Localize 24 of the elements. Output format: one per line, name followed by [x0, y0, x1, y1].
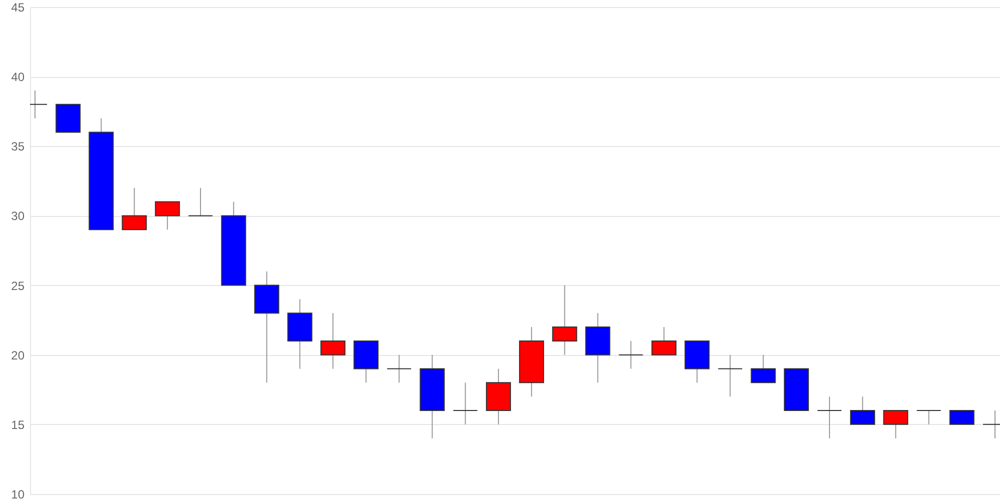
candlestick	[949, 410, 974, 425]
y-tick-label: 35	[11, 140, 25, 154]
y-tick-label: 45	[11, 0, 25, 14]
y-tick-label: 40	[11, 70, 25, 84]
candlestick	[122, 187, 147, 230]
candlestick	[916, 410, 942, 425]
candlestick	[883, 410, 908, 439]
candlestick	[154, 201, 180, 230]
y-tick-label: 25	[11, 278, 25, 293]
y-tick-label: 20	[11, 348, 25, 362]
candlestick	[750, 354, 776, 384]
y-tick-label: 10	[11, 488, 25, 500]
candlestick	[320, 312, 346, 370]
candlestick	[386, 354, 412, 384]
candlestick	[188, 187, 214, 216]
y-tick-label: 30	[11, 209, 25, 224]
candlestick	[552, 284, 578, 356]
candlestick	[618, 340, 644, 370]
candlestick	[651, 326, 676, 356]
candlestick	[718, 354, 743, 398]
y-tick-label: 15	[11, 418, 25, 432]
candlestick	[850, 396, 876, 425]
candlestick	[816, 396, 842, 439]
candlestick	[452, 382, 478, 425]
